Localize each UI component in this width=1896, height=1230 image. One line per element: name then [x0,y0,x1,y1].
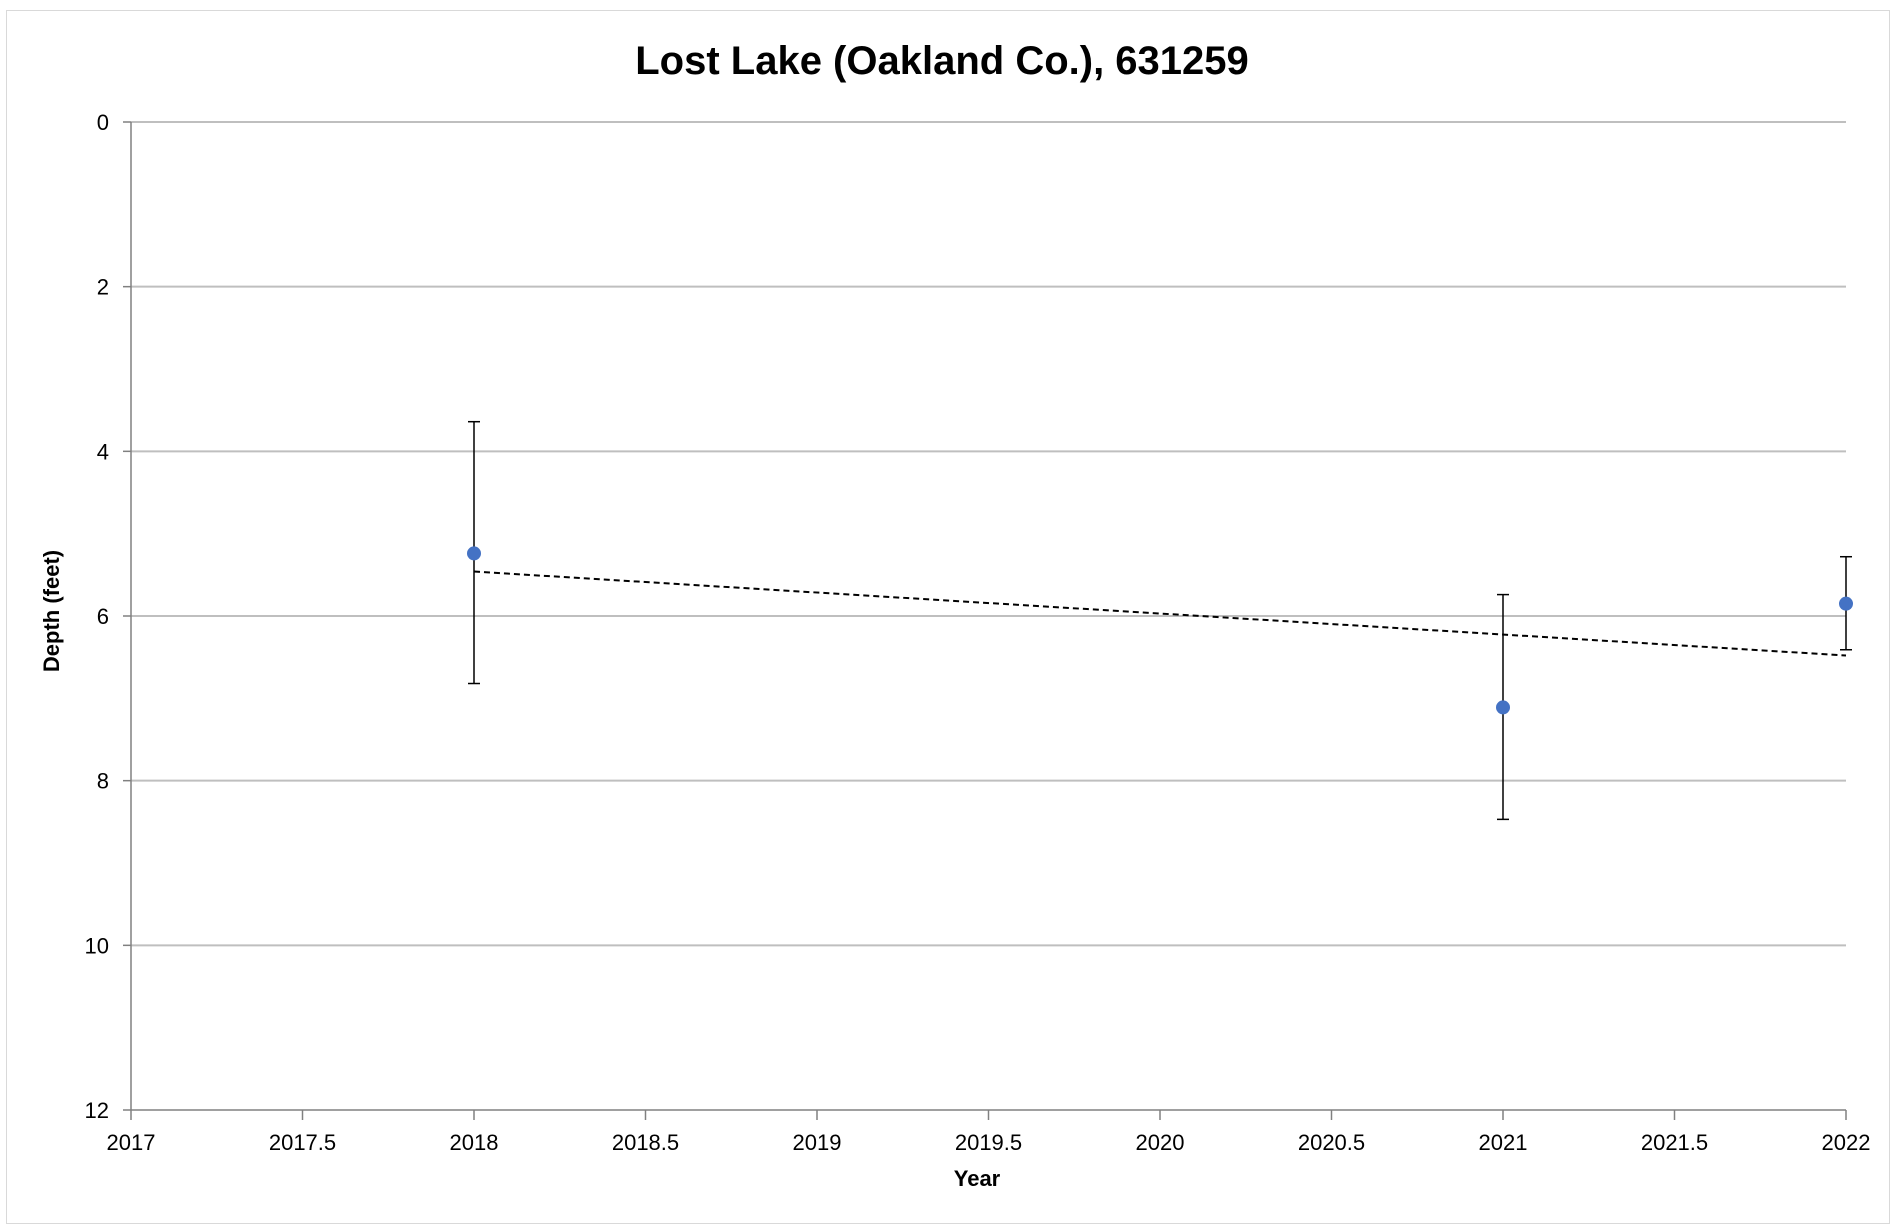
data-point [1839,596,1853,611]
x-tick-label: 2019.5 [955,1130,1022,1155]
x-tick-label: 2018 [450,1130,499,1155]
x-tick-label: 2021.5 [1641,1130,1708,1155]
axes [123,121,1847,1120]
y-tick-label: 4 [97,439,109,464]
y-axis-title: Depth (feet) [39,550,64,672]
chart-svg: Lost Lake (Oakland Co.), 631259 0 2 4 6 8 10 1… [39,39,1871,1191]
x-tick-label: 2020.5 [1298,1130,1365,1155]
x-tick-label: 2019 [793,1130,842,1155]
y-tick-label: 12 [85,1098,109,1123]
x-tick-label: 2020 [1136,1130,1185,1155]
x-axis-title: Year [954,1166,1001,1191]
chart-title: Lost Lake (Oakland Co.), 631259 [635,39,1249,83]
y-tick-label: 6 [97,604,109,629]
x-tick-label: 2017 [107,1130,156,1155]
data-point [1496,700,1510,715]
trendline-line [473,570,1847,657]
data-points [467,546,1853,715]
chart-frame: Lost Lake (Oakland Co.), 631259 0 2 4 6 8 10 1… [6,10,1890,1224]
x-tick-label: 2018.5 [612,1130,679,1155]
x-tick-labels: 2017 2017.5 2018 2018.5 2019 2019.5 2020 2020.5… [107,1130,1871,1155]
error-bars [468,420,1852,821]
x-tick-label: 2021 [1479,1130,1528,1155]
x-tick-label: 2017.5 [269,1130,336,1155]
trendline [473,570,1847,657]
gridlines [131,121,1846,947]
y-tick-label: 2 [97,275,109,300]
data-point [467,546,481,561]
y-tick-label: 10 [85,933,109,958]
x-tick-label: 2022 [1822,1130,1871,1155]
y-tick-label: 8 [97,769,109,794]
y-tick-label: 0 [97,110,109,135]
y-tick-labels: 0 2 4 6 8 10 12 [85,110,109,1123]
